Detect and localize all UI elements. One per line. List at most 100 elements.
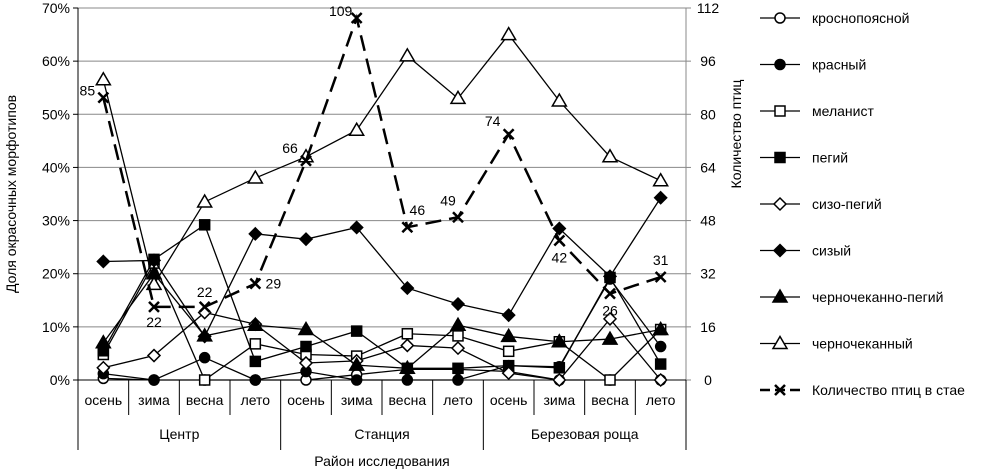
legend-marker: [771, 288, 789, 303]
data-point: [349, 220, 364, 235]
data-point: [95, 71, 112, 86]
data-point: [198, 374, 211, 386]
data-point: [654, 340, 667, 353]
data-point: [249, 277, 262, 290]
legend-item: сизо-пегий: [760, 196, 882, 212]
series-line: [102, 223, 662, 369]
data-point: [298, 232, 314, 247]
y2-axis-title: Количество птиц: [728, 80, 744, 189]
legend-label: пегий: [812, 150, 848, 166]
legend-item: черночеканный: [760, 335, 913, 352]
data-point: [249, 374, 262, 386]
group-label: Центр: [159, 426, 199, 442]
y2-tick-label: 96: [700, 53, 716, 69]
x-tick-label: зима: [341, 392, 373, 408]
data-point: [247, 316, 264, 332]
data-point: [553, 234, 566, 247]
y-tick-label: 70%: [42, 0, 70, 16]
x-tick-label: лето: [443, 392, 473, 408]
data-point: [502, 128, 515, 141]
legend-item: сизый: [760, 243, 851, 259]
series-5: [96, 190, 668, 344]
data-point: [145, 275, 163, 291]
data-point: [300, 340, 312, 353]
y2-tick-label: 80: [700, 106, 716, 122]
x-tick-label: осень: [490, 392, 528, 408]
data-label: 31: [653, 252, 669, 268]
series-line: [102, 33, 661, 287]
y2-tick-label: 48: [700, 213, 716, 229]
data-point: [148, 301, 160, 313]
y2-tick-label: 32: [700, 266, 716, 282]
y-axis-title: Доля окрасочных морфотипов: [3, 95, 19, 293]
data-point: [452, 211, 464, 224]
data-point: [604, 374, 616, 386]
data-point: [500, 26, 517, 41]
x-tick-label: лето: [646, 392, 676, 408]
legend-label: красный: [812, 57, 866, 73]
data-point: [552, 221, 567, 236]
group-label: Березовая роща: [531, 426, 639, 442]
x-tick-label: осень: [85, 392, 123, 408]
data-label: 66: [282, 140, 298, 156]
data-point: [350, 12, 363, 24]
data-point: [96, 360, 111, 375]
series-line: [103, 311, 662, 381]
data-point: [248, 226, 263, 241]
data-point: [196, 327, 213, 342]
legend-item: Количество птиц в стае: [760, 382, 965, 398]
data-point: [452, 374, 464, 386]
data-point: [654, 271, 667, 283]
legend-marker: [774, 384, 786, 396]
legend-label: Количество птиц в стае: [812, 382, 965, 398]
data-point: [601, 148, 619, 163]
y-tick-label: 40%: [42, 159, 70, 175]
data-point: [196, 193, 213, 208]
x-tick-label: лето: [241, 392, 271, 408]
data-point: [551, 92, 568, 107]
series-line: [103, 277, 662, 381]
series-line: [102, 261, 662, 381]
legend-label: сизо-пегий: [812, 196, 882, 212]
group-label: Станция: [354, 426, 409, 442]
data-point: [401, 374, 414, 386]
data-point: [198, 351, 211, 364]
data-label: 29: [266, 276, 282, 292]
data-point: [654, 358, 667, 370]
data-point: [501, 366, 516, 381]
data-point: [96, 254, 111, 269]
data-label: 49: [440, 192, 456, 208]
data-point: [400, 281, 415, 296]
data-point: [601, 330, 619, 345]
legend-marker: [774, 105, 786, 117]
series-line: [103, 368, 661, 381]
y-tick-label: 0%: [50, 372, 70, 388]
data-point: [350, 325, 363, 337]
y-tick-label: 20%: [42, 266, 70, 282]
data-point: [249, 338, 262, 350]
data-point: [653, 190, 668, 205]
data-point: [553, 362, 566, 374]
data-point: [450, 341, 466, 356]
data-point: [348, 121, 365, 136]
data-point: [97, 91, 110, 104]
series-2: [97, 257, 667, 386]
series-8: [97, 12, 667, 313]
x-tick-label: весна: [186, 392, 224, 408]
legend-marker: [774, 58, 786, 71]
legend-marker: [774, 12, 786, 24]
legend-item: меланист: [760, 103, 874, 119]
data-label: 22: [197, 284, 213, 300]
x-axis-title: Район исследования: [314, 453, 450, 469]
data-point: [552, 372, 567, 388]
data-point: [551, 333, 568, 348]
data-point: [298, 355, 314, 371]
data-point: [604, 287, 616, 300]
x-tick-label: весна: [389, 392, 427, 408]
x-tick-label: зима: [138, 392, 170, 408]
legend-label: черночеканно-пегий: [812, 289, 943, 305]
data-point: [297, 321, 315, 336]
data-label: 109: [329, 3, 353, 19]
series-3: [97, 219, 667, 375]
